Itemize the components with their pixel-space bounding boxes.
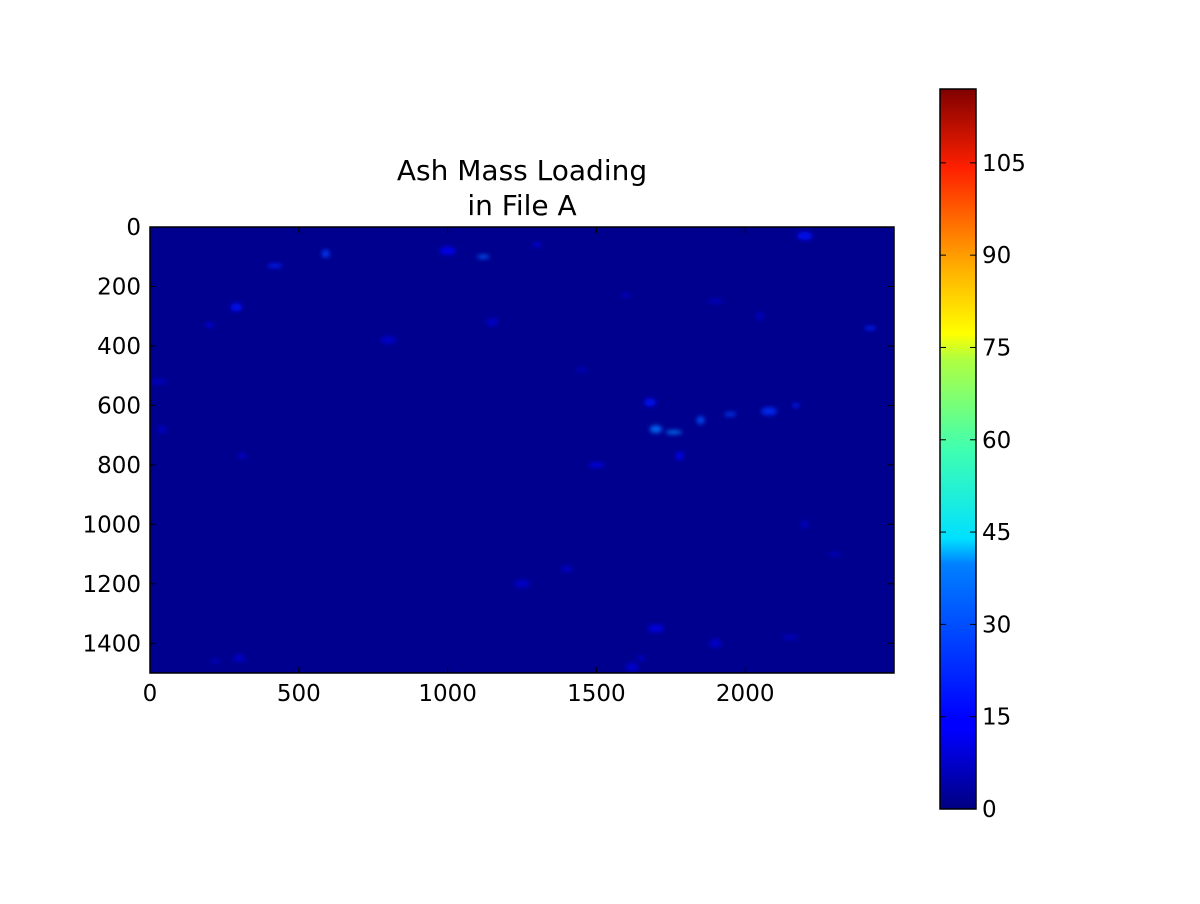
heatmap-hotspot	[724, 412, 737, 417]
heatmap-hotspot	[205, 323, 214, 328]
colorbar-tick-label: 60	[982, 428, 1011, 454]
x-tick-label: 2000	[716, 681, 775, 707]
plot-frame	[149, 226, 895, 674]
x-tick-label: 0	[143, 681, 158, 707]
y-tick-label: 0	[126, 215, 141, 241]
heatmap-hotspot	[800, 520, 809, 529]
colorbar-tick-label: 45	[982, 520, 1011, 546]
chart-title-line-2: in File A	[467, 189, 576, 222]
y-tick-label: 1400	[82, 631, 141, 657]
heatmap-hotspot	[649, 425, 662, 434]
heatmap-hotspot	[238, 453, 247, 458]
heatmap-hotspot	[477, 254, 490, 259]
heatmap-hotspot	[644, 398, 656, 407]
heatmap-hotspot	[796, 231, 813, 240]
chart-title-line-1: Ash Mass Loading	[397, 154, 647, 187]
y-tick-label: 1000	[82, 512, 141, 538]
heatmap-hotspot	[761, 407, 777, 416]
y-tick-label: 200	[97, 274, 141, 300]
heatmap-hotspot	[380, 336, 397, 344]
y-tick-label: 400	[97, 334, 141, 360]
x-tick-label: 500	[277, 681, 321, 707]
heatmap-hotspot	[230, 303, 243, 312]
heatmap-hotspot	[709, 639, 722, 648]
colorbar-tick-label: 105	[982, 151, 1026, 177]
heatmap-hotspot	[514, 579, 530, 588]
heatmap-hotspot	[828, 552, 841, 557]
heatmap-hotspot	[321, 249, 330, 258]
heatmap-hotspot	[439, 246, 456, 255]
heatmap-hotspot	[696, 416, 705, 425]
colorbar-tick-label: 90	[982, 243, 1011, 269]
colorbar: 0 15 30 45 60 75 90 105	[939, 88, 1026, 823]
heatmap-hotspot	[211, 659, 220, 664]
heatmap-hotspot	[637, 656, 645, 661]
heatmap-hotspot	[560, 566, 573, 571]
heatmap-plot-area	[149, 226, 895, 674]
heatmap-hotspot	[756, 312, 765, 321]
heatmap-hotspot	[588, 462, 605, 467]
heatmap-hotspot	[233, 654, 246, 663]
heatmap-hotspot	[532, 242, 541, 247]
heatmap-hotspot	[864, 326, 877, 331]
heatmap-hotspot	[157, 425, 166, 434]
heatmap-hotspot	[622, 293, 631, 298]
y-tick-label: 1200	[82, 572, 141, 598]
y-tick-label: 600	[97, 393, 141, 419]
x-tick-label: 1500	[567, 681, 626, 707]
heatmap-hotspot	[267, 263, 283, 268]
heatmap-hotspots	[150, 231, 877, 672]
heatmap-hotspot	[486, 318, 499, 327]
colorbar-gradient	[939, 88, 977, 810]
colorbar-tick-label: 0	[982, 797, 997, 823]
y-axis: 0 200 400 600 800 1000 1200 1400	[82, 215, 894, 657]
heatmap-background	[150, 227, 894, 673]
colorbar-tick-label: 75	[982, 335, 1011, 361]
heatmap-hotspot	[150, 379, 167, 384]
colorbar-tick-label: 30	[982, 612, 1011, 638]
heatmap-hotspot	[707, 299, 724, 304]
heatmap-hotspot	[791, 403, 800, 408]
heatmap-hotspot	[626, 663, 639, 672]
heatmap-hotspot	[675, 451, 684, 460]
heatmap-hotspot	[781, 635, 798, 640]
x-tick-label: 1000	[418, 681, 477, 707]
y-tick-label: 800	[97, 453, 141, 479]
colorbar-ticks: 0 15 30 45 60 75 90 105	[940, 151, 1026, 823]
heatmap-hotspot	[575, 367, 588, 372]
heatmap-hotspot	[647, 624, 664, 633]
x-axis: 0 500 1000 1500 2000	[143, 227, 775, 707]
colorbar-tick-label: 15	[982, 705, 1011, 731]
heatmap-hotspot	[665, 430, 682, 435]
